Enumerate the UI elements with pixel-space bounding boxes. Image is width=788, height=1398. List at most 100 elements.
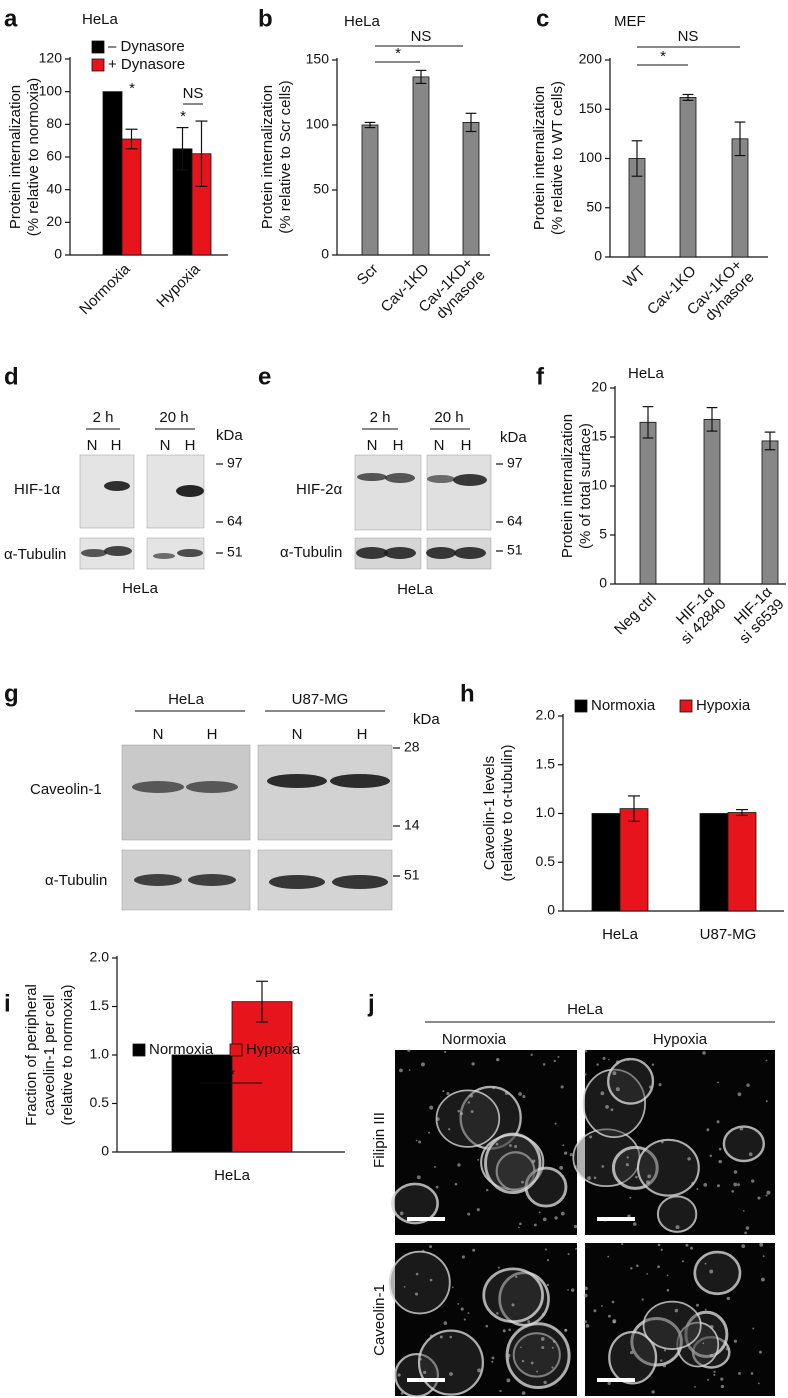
speckle — [443, 1321, 448, 1325]
speckle — [636, 1325, 640, 1328]
speckle — [750, 1372, 754, 1375]
y-tick-label: 50 — [313, 181, 329, 197]
speckle — [696, 1188, 699, 1190]
speckle — [584, 1320, 587, 1324]
speckle — [525, 1325, 528, 1328]
error-bar — [256, 980, 268, 1023]
speckle — [744, 1231, 747, 1235]
blot-frame — [426, 454, 492, 531]
y-tick-label: 0 — [101, 1143, 109, 1159]
speckle — [703, 1182, 708, 1187]
cell-outline — [642, 1300, 702, 1350]
speckle — [564, 1328, 568, 1332]
speckle — [709, 1324, 714, 1329]
lane-label: N — [87, 437, 98, 454]
panel-letter: g — [4, 680, 19, 707]
speckle — [641, 1298, 644, 1301]
y-axis-label: Fraction of peripheral — [23, 984, 40, 1126]
speckle — [504, 1091, 509, 1096]
y-tick-label: 2.0 — [536, 707, 556, 723]
speckle — [716, 1184, 720, 1188]
speckle — [765, 1194, 768, 1197]
scale-bar — [407, 1217, 445, 1221]
y-tick-label: 0.5 — [536, 853, 556, 869]
y-tick-label: 60 — [46, 148, 62, 164]
speckle — [583, 1293, 588, 1298]
x-tick-label: Neg ctrl — [611, 590, 660, 639]
speckle — [629, 1350, 634, 1355]
annotation: * — [660, 48, 666, 65]
band — [453, 474, 487, 486]
speckle — [587, 1176, 591, 1181]
speckle — [518, 1226, 520, 1229]
scale-bar — [597, 1378, 635, 1382]
blot-frame — [121, 744, 251, 841]
legend-swatch — [679, 699, 693, 713]
y-tick-label: 0 — [547, 902, 555, 918]
marker-label: 51 — [227, 544, 243, 560]
speckle — [571, 1288, 575, 1292]
cell-outline — [611, 1145, 659, 1190]
speckle — [625, 1163, 629, 1167]
speckle — [553, 1059, 556, 1062]
speckle — [726, 1296, 730, 1301]
speckle — [423, 1370, 427, 1374]
micrograph — [572, 1049, 775, 1235]
speckle — [491, 1356, 495, 1360]
speckle — [420, 1062, 425, 1067]
group-label: 2 h — [93, 409, 114, 426]
speckle — [470, 1110, 474, 1113]
speckle — [658, 1083, 662, 1087]
band — [269, 875, 325, 889]
band — [356, 547, 388, 559]
band — [188, 874, 236, 886]
cell-outline — [484, 1132, 542, 1195]
band — [330, 774, 390, 788]
speckle — [742, 1209, 745, 1212]
speckle — [702, 1342, 705, 1345]
legend-label: Hypoxia — [696, 697, 751, 714]
speckle — [752, 1327, 755, 1330]
y-tick-label: 1.0 — [90, 1046, 110, 1062]
band — [426, 547, 456, 559]
band — [104, 546, 132, 556]
bar — [412, 76, 430, 256]
speckle — [502, 1329, 506, 1333]
speckle — [435, 1185, 439, 1189]
speckle — [757, 1196, 761, 1200]
y-tick-label: 50 — [586, 198, 602, 214]
speckle — [660, 1140, 664, 1144]
speckle — [657, 1265, 660, 1269]
y-axis-label: (% relative to WT cells) — [549, 81, 566, 235]
blot-frame — [354, 454, 422, 531]
lane-label: N — [153, 726, 164, 743]
chart-title: HeLa — [628, 365, 665, 382]
speckle — [560, 1085, 564, 1089]
y-axis-label: Protein internalization — [559, 414, 576, 558]
speckle — [467, 1212, 471, 1216]
speckle — [476, 1208, 480, 1212]
x-tick-label: Scr — [354, 261, 382, 289]
panel-letter: j — [367, 990, 375, 1017]
legend-label: Normoxia — [591, 697, 656, 714]
speckle — [690, 1246, 693, 1250]
row-label: Caveolin-1 — [30, 781, 102, 798]
panel-letter: d — [4, 363, 19, 390]
speckle — [567, 1253, 570, 1256]
annotation: NS — [678, 28, 699, 45]
band — [384, 547, 416, 559]
y-tick-label: 80 — [46, 115, 62, 131]
speckle — [573, 1224, 578, 1229]
y-tick-label: 100 — [579, 149, 603, 165]
speckle — [507, 1357, 510, 1360]
y-tick-label: 120 — [39, 50, 63, 66]
row-label: α-Tubulin — [280, 544, 342, 561]
bar — [121, 138, 142, 256]
speckle — [477, 1368, 482, 1373]
band — [332, 875, 388, 889]
speckle — [687, 1157, 691, 1161]
cell-outline — [608, 1330, 658, 1385]
speckle — [414, 1292, 419, 1296]
speckle — [648, 1085, 653, 1089]
y-tick-label: 0 — [599, 575, 607, 591]
